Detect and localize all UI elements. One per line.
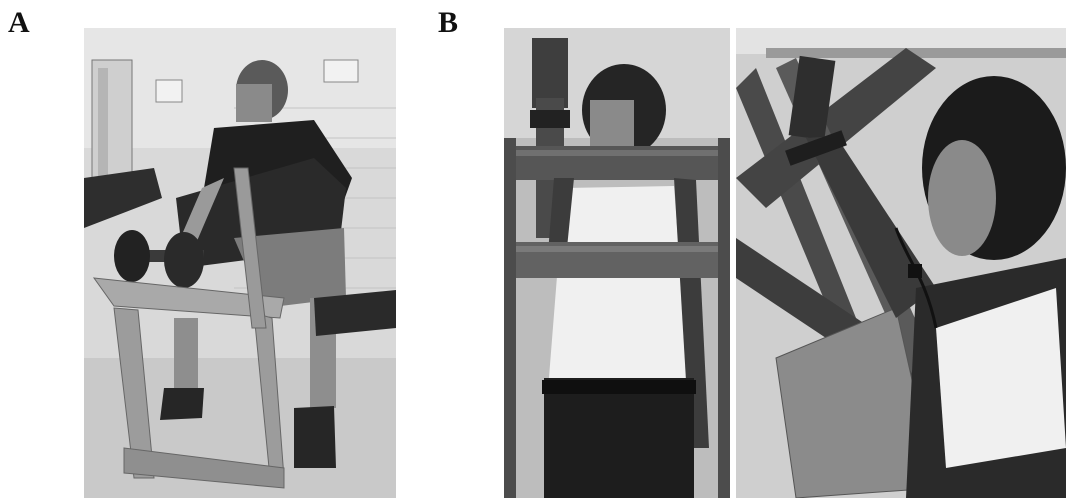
panel-label-a: A [8,6,30,39]
photo-b-side-view [736,28,1066,498]
photo-b-forearm-restraint-rig [504,28,730,498]
panel-label-b: B [438,6,459,39]
photo-a-preacher-curl-bench [84,28,396,498]
